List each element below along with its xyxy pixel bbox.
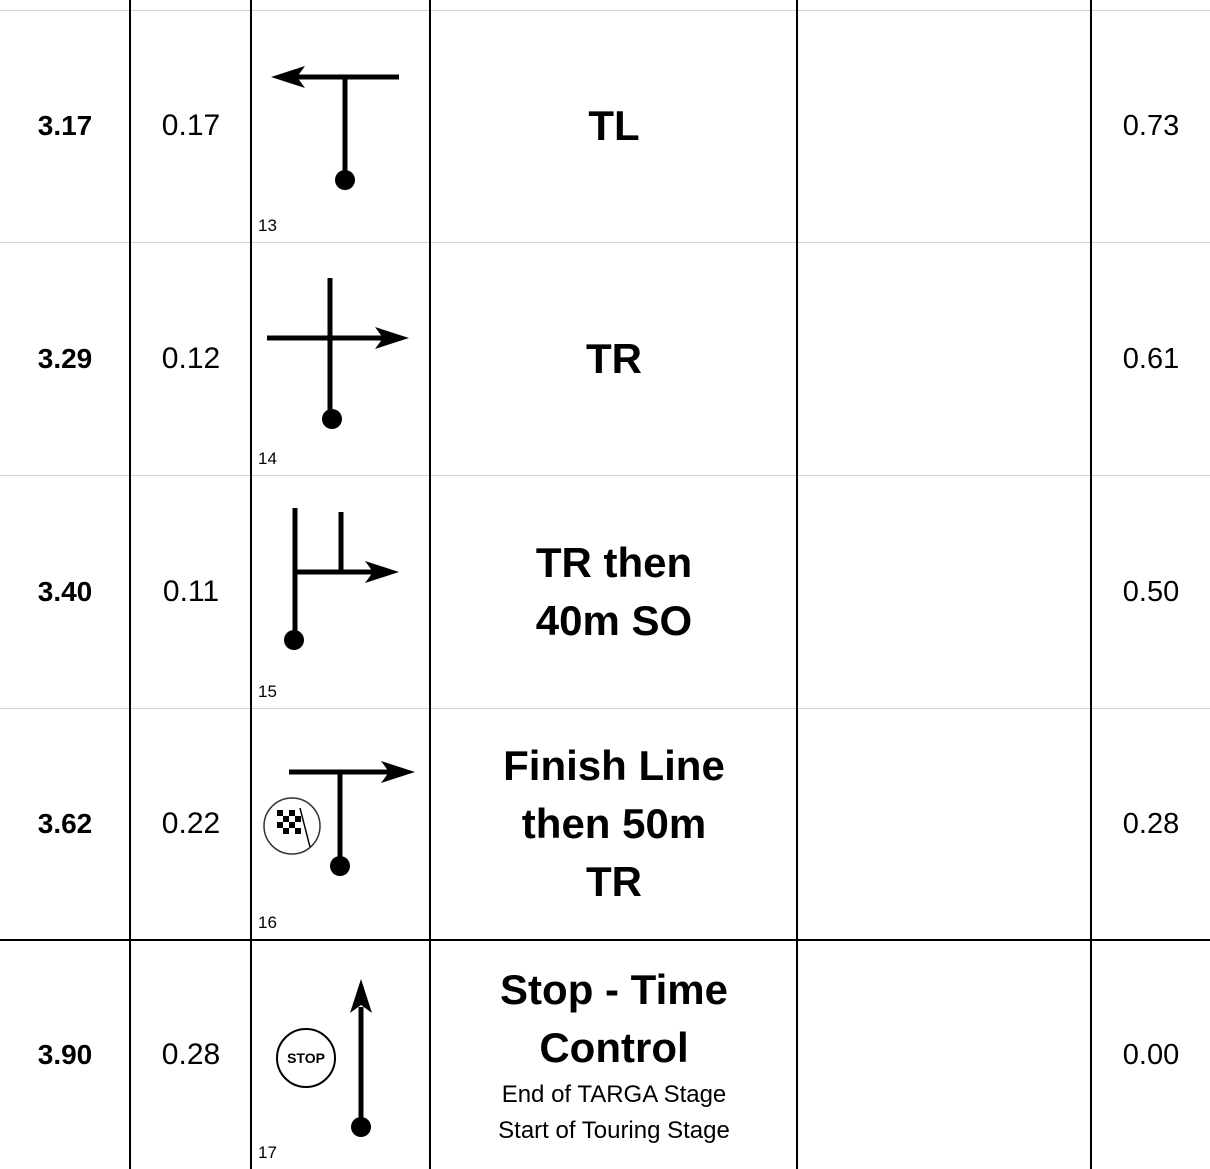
- row-divider: [0, 242, 1210, 243]
- stop-sign-icon: STOP: [276, 1028, 336, 1088]
- column-divider: [429, 0, 431, 1169]
- waypoint-number: 15: [258, 682, 277, 701]
- row-divider: [0, 939, 1210, 941]
- instruction-cell: TL: [431, 10, 797, 242]
- right-then-straight-icon: [284, 508, 399, 650]
- total-distance: 3.17: [37, 110, 93, 141]
- tulip-diagram: 13: [251, 10, 430, 242]
- instruction-cell: TR then 40m SO: [431, 476, 797, 708]
- tulip-diagram: 14: [251, 243, 430, 475]
- partial-distance: 0.22: [161, 807, 221, 840]
- notes-cell: [798, 243, 1091, 475]
- instruction-text: TR: [586, 335, 642, 382]
- stop-straight-icon: STOP: [276, 979, 372, 1137]
- table-row: 3.29 0.12 14 TR 0.61: [0, 243, 1210, 475]
- column-divider: [796, 0, 798, 1169]
- instruction-text: Stop - Time Control: [500, 966, 728, 1071]
- remaining-distance: 0.50: [1122, 575, 1180, 608]
- row-divider: [0, 475, 1210, 476]
- finish-then-right-icon: [263, 761, 415, 876]
- table-row: 3.62 0.22: [0, 709, 1210, 939]
- partial-distance: 0.12: [161, 342, 221, 375]
- row-divider: [0, 708, 1210, 709]
- tulip-diagram: 16: [251, 709, 430, 939]
- row-divider: [0, 10, 1210, 11]
- notes-cell: [798, 476, 1091, 708]
- instruction-cell: Finish Line then 50m TR: [431, 709, 797, 939]
- column-divider: [1090, 0, 1092, 1169]
- waypoint-number: 16: [258, 913, 277, 932]
- crossroad-right-icon: [267, 278, 409, 429]
- waypoint-number: 17: [258, 1143, 277, 1162]
- partial-distance: 0.17: [161, 109, 221, 142]
- waypoint-number: 13: [258, 216, 277, 235]
- total-distance: 3.62: [37, 808, 93, 839]
- remaining-distance: 0.00: [1122, 1038, 1180, 1071]
- tulip-diagram: 15: [251, 476, 430, 708]
- column-divider: [250, 0, 252, 1169]
- tulip-diagram: STOP 17: [251, 941, 430, 1169]
- instruction-text: TL: [588, 102, 640, 149]
- partial-distance: 0.11: [162, 575, 220, 608]
- stop-sign-text: STOP: [287, 1050, 325, 1066]
- total-distance: 3.90: [37, 1039, 93, 1070]
- column-divider: [129, 0, 131, 1169]
- total-distance: 3.40: [37, 576, 93, 607]
- total-distance: 3.29: [37, 343, 93, 374]
- notes-cell: [798, 941, 1091, 1169]
- instruction-cell: Stop - Time Control End of TARGA Stage S…: [431, 941, 797, 1169]
- checkered-flag-icon: [263, 797, 321, 855]
- notes-cell: [798, 10, 1091, 242]
- instruction-subtext: End of TARGA Stage Start of Touring Stag…: [498, 1081, 730, 1144]
- table-row: 3.90 0.28 STOP 17 Stop - Time Control En…: [0, 941, 1210, 1169]
- partial-distance: 0.28: [161, 1038, 221, 1071]
- remaining-distance: 0.28: [1122, 807, 1180, 840]
- table-row: 3.40 0.11 15 TR then 40m SO 0.50: [0, 476, 1210, 708]
- tl-icon: [271, 66, 399, 190]
- instruction-cell: TR: [431, 243, 797, 475]
- remaining-distance: 0.73: [1122, 109, 1180, 142]
- instruction-text: Finish Line then 50m TR: [503, 742, 725, 905]
- notes-cell: [798, 709, 1091, 939]
- remaining-distance: 0.61: [1122, 342, 1180, 375]
- waypoint-number: 14: [258, 449, 277, 468]
- instruction-text: TR then 40m SO: [535, 539, 693, 644]
- table-row: 3.17 0.17 13 TL 0.73: [0, 10, 1210, 242]
